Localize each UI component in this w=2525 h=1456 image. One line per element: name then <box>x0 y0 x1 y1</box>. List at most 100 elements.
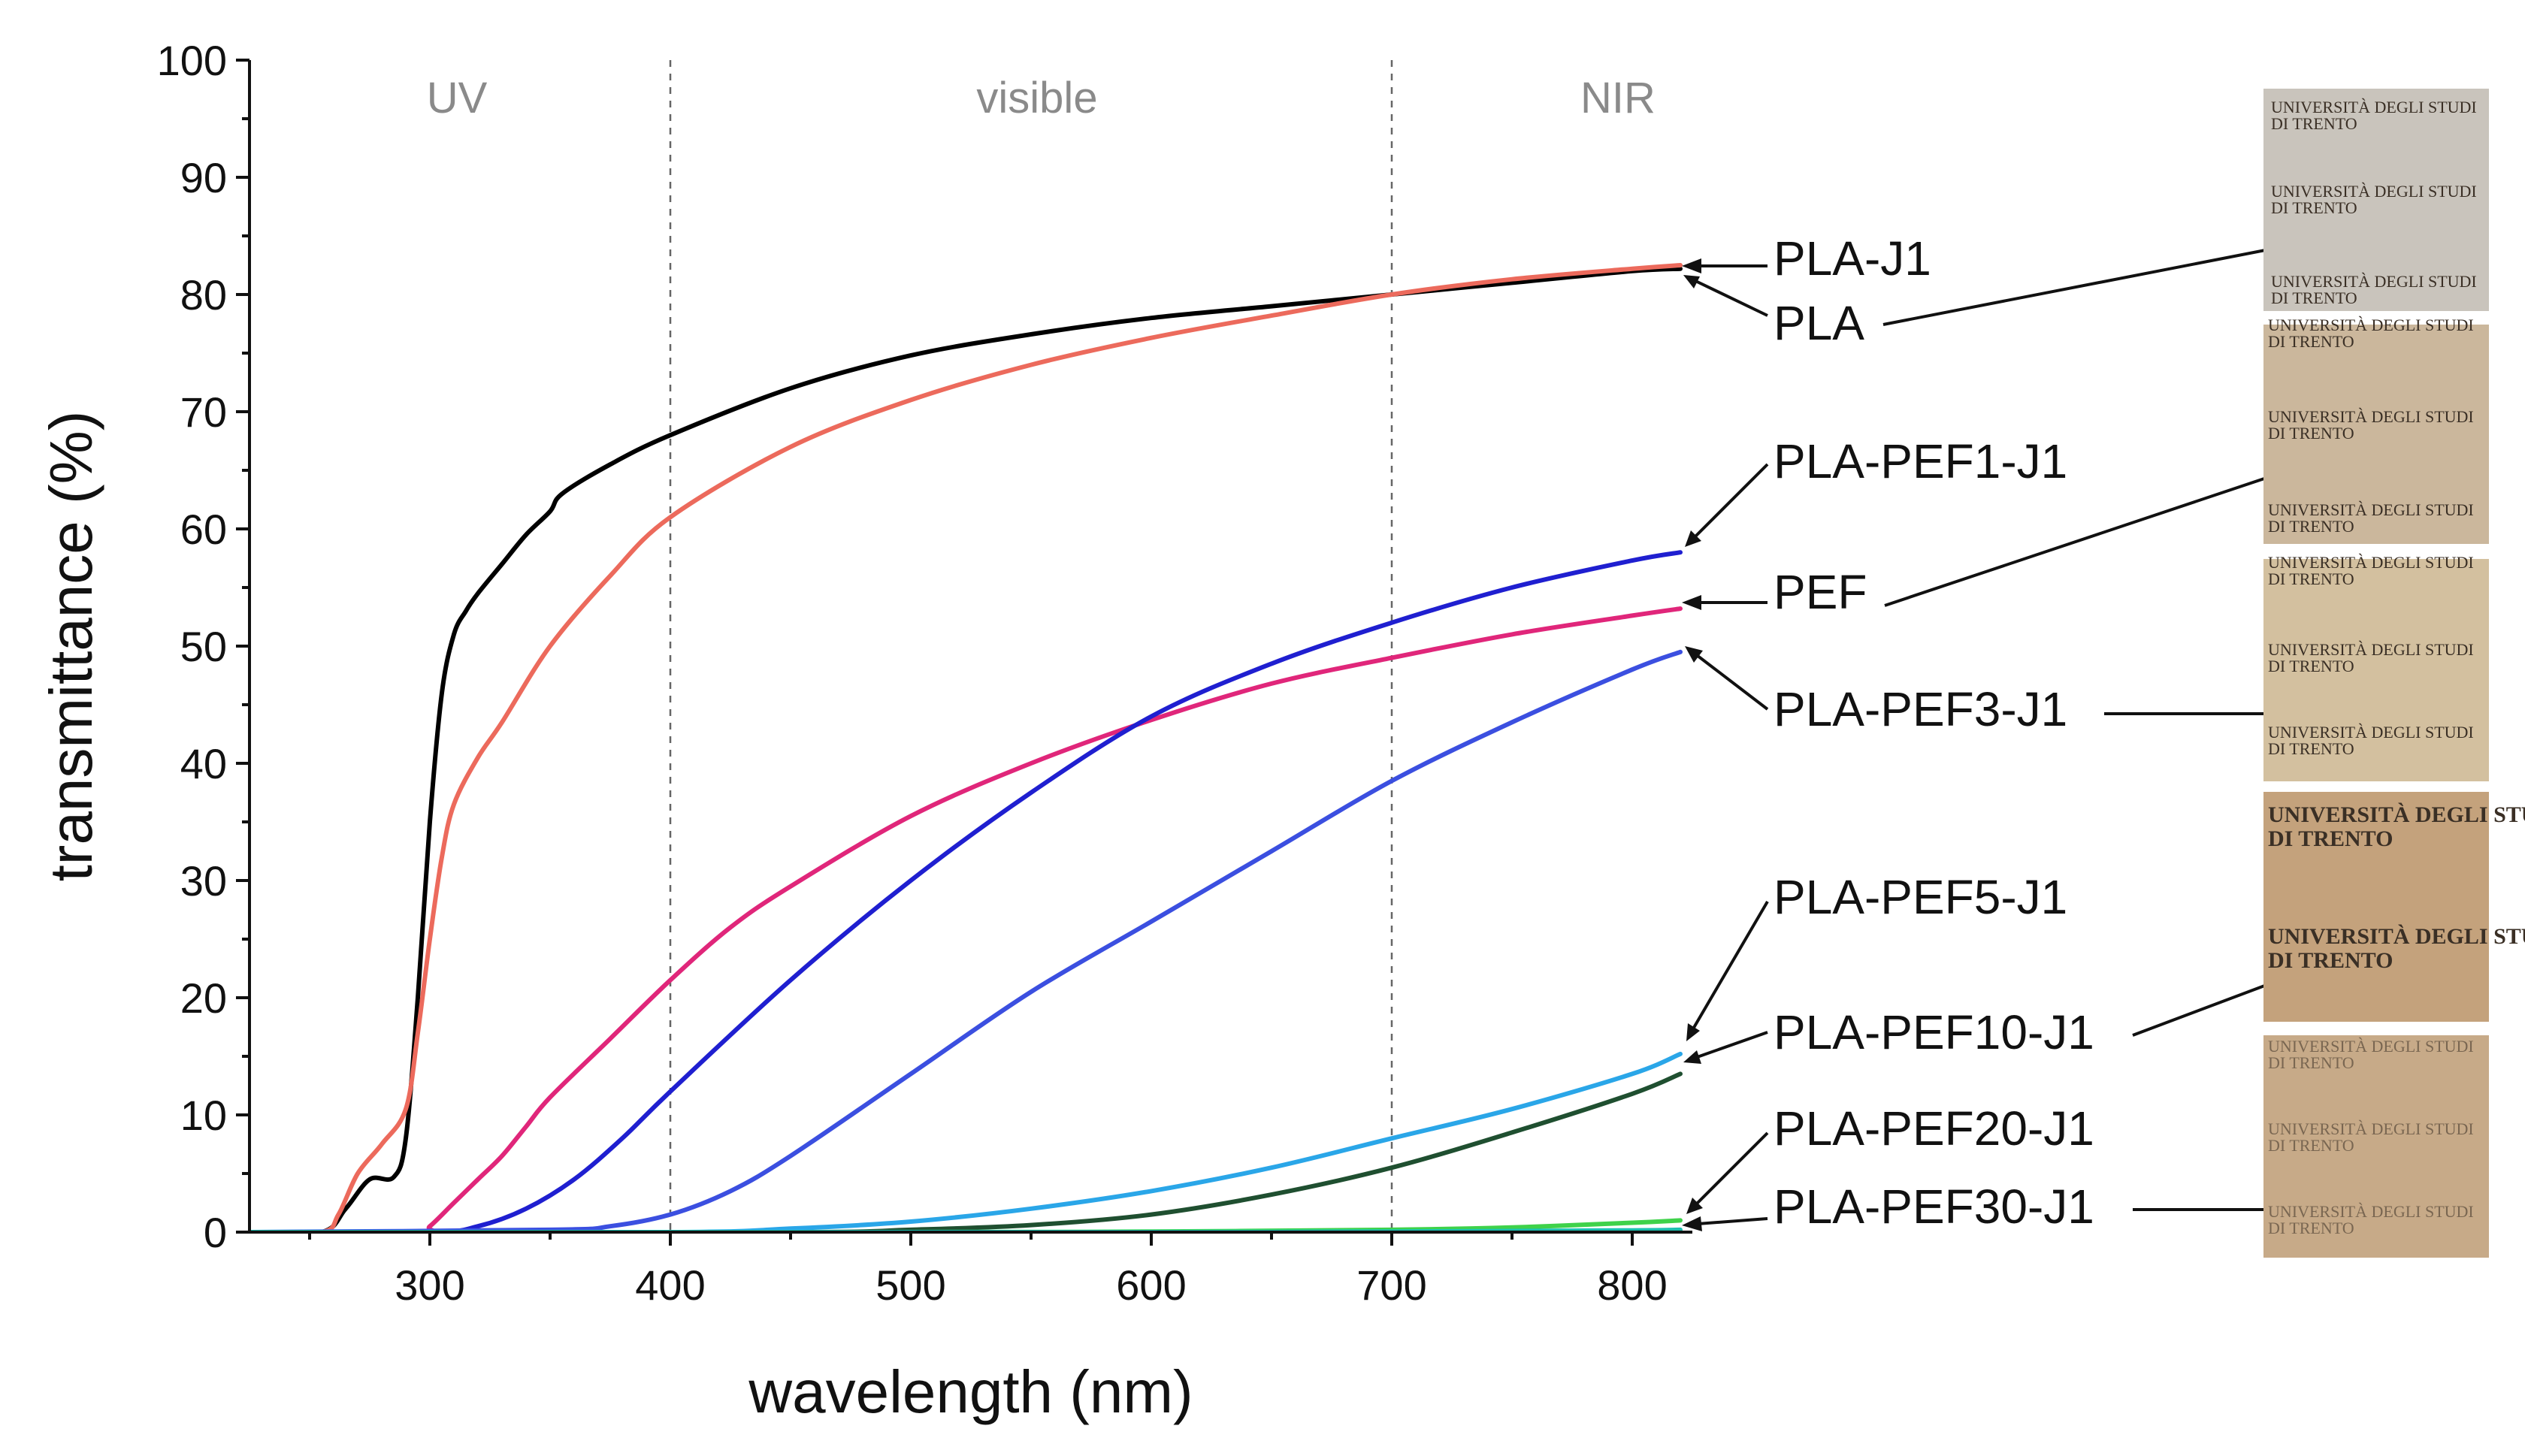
photo-pla-pef10-j1-caption-1b: DI TRENTO <box>2268 826 2393 851</box>
photo-pef-panel <box>2263 325 2489 544</box>
photo-pef-caption-2a: UNIVERSITÀ DEGLI STUDI <box>2268 407 2474 426</box>
photo-pla-pef30-j1-caption-3a: UNIVERSITÀ DEGLI STUDI <box>2268 1202 2474 1221</box>
photo-pla: UNIVERSITÀ DEGLI STUDI DI TRENTO UNIVERS… <box>2263 89 2489 311</box>
photo-pla-pef10-j1: UNIVERSITÀ DEGLI STUDI DI TRENTO UNIVERS… <box>2263 792 2525 1022</box>
label-pla-pef3-j1: PLA-PEF3-J1 <box>1774 682 2067 736</box>
y-axis-title: transmittance (%) <box>38 411 104 882</box>
photo-pla-pef10-j1-caption-2b: DI TRENTO <box>2268 948 2393 973</box>
x-tick-label-500: 500 <box>875 1261 945 1309</box>
label-pla-pef1-j1: PLA-PEF1-J1 <box>1774 434 2067 488</box>
y-axis-ticks: 0 10 20 30 40 50 60 70 80 90 100 <box>157 37 249 1256</box>
photo-pla-pef3-j1: UNIVERSITÀ DEGLI STUDI DI TRENTO UNIVERS… <box>2263 553 2489 781</box>
x-tick-label-700: 700 <box>1356 1261 1426 1309</box>
photo-pla-pef30-j1-caption-1a: UNIVERSITÀ DEGLI STUDI <box>2268 1037 2474 1056</box>
photo-pef-caption-1a: UNIVERSITÀ DEGLI STUDI <box>2268 316 2474 334</box>
series-annotations: PLA-J1 PLA PLA-PEF1-J1 PEF PLA-PEF3-J1 P… <box>1682 231 2301 1234</box>
y-tick-label-60: 60 <box>180 506 227 553</box>
y-tick-label-40: 40 <box>180 740 227 787</box>
photo-pla-pef30-j1-panel <box>2263 1035 2489 1258</box>
arrow-head-pla-pef30-j1 <box>1682 1216 1702 1231</box>
photo-pla-pef30-j1: UNIVERSITÀ DEGLI STUDI DI TRENTO UNIVERS… <box>2263 1035 2489 1258</box>
label-pla-pef5-j1: PLA-PEF5-J1 <box>1774 870 2067 924</box>
arrow-head-pla-pef10-j1 <box>1683 1050 1701 1064</box>
photo-pef-caption-1b: DI TRENTO <box>2268 332 2354 351</box>
photo-pla-caption-2b: DI TRENTO <box>2271 198 2357 217</box>
photo-pla-pef3-j1-caption-1b: DI TRENTO <box>2268 569 2354 588</box>
arrow-pla-pef10-j1-to-photo <box>2132 977 2285 1037</box>
arrow-head-pla-pef1-j1 <box>1685 530 1701 547</box>
label-pla-pef20-j1: PLA-PEF20-J1 <box>1774 1101 2094 1155</box>
arrow-head-pla-pef3-j1 <box>1685 646 1703 663</box>
photo-pla-caption-3b: DI TRENTO <box>2271 288 2357 307</box>
photo-pla-pef3-j1-caption-3a: UNIVERSITÀ DEGLI STUDI <box>2268 723 2474 742</box>
photo-pef-caption-3b: DI TRENTO <box>2268 517 2354 536</box>
x-tick-label-300: 300 <box>395 1261 464 1309</box>
region-label-visible: visible <box>976 74 1097 122</box>
photo-pla-pef3-j1-panel <box>2263 559 2489 781</box>
label-pef: PEF <box>1774 565 1867 619</box>
arrow-pla-pef5-j1 <box>1688 900 1769 1037</box>
photo-pla-pef30-j1-caption-3b: DI TRENTO <box>2268 1219 2354 1237</box>
arrow-pla-pef3-j1 <box>1689 649 1769 711</box>
photo-pla-pef3-j1-caption-2b: DI TRENTO <box>2268 657 2354 675</box>
series-line-pla-j1 <box>249 263 1683 1232</box>
y-tick-label-100: 100 <box>157 37 227 84</box>
x-tick-label-400: 400 <box>635 1261 705 1309</box>
x-axis-ticks: 300 400 500 600 700 800 <box>308 1232 1668 1309</box>
arrow-pla-pef1-j1 <box>1688 463 1769 544</box>
photo-pla-pef3-j1-caption-3b: DI TRENTO <box>2268 739 2354 758</box>
y-tick-label-90: 90 <box>180 154 227 201</box>
x-axis-title: wavelength (nm) <box>748 1358 1193 1425</box>
label-pla: PLA <box>1774 296 1864 350</box>
label-pla-pef10-j1: PLA-PEF10-J1 <box>1774 1005 2094 1059</box>
sample-photos: UNIVERSITÀ DEGLI STUDI DI TRENTO UNIVERS… <box>2263 89 2525 1258</box>
photo-pla-caption-1b: DI TRENTO <box>2271 114 2357 133</box>
photo-pla-caption-2a: UNIVERSITÀ DEGLI STUDI <box>2271 182 2477 201</box>
arrow-head-pla-pef20-j1 <box>1686 1198 1703 1214</box>
arrow-pla-pef10-j1 <box>1690 1031 1768 1061</box>
y-tick-label-70: 70 <box>180 388 227 436</box>
photo-pla-pef10-j1-caption-1a: UNIVERSITÀ DEGLI STUDI <box>2268 802 2525 827</box>
photo-pla-pef30-j1-caption-1b: DI TRENTO <box>2268 1053 2354 1072</box>
photo-pla-caption-1a: UNIVERSITÀ DEGLI STUDI <box>2271 98 2477 116</box>
series-lines <box>249 263 1683 1232</box>
photo-pla-pef30-j1-caption-2b: DI TRENTO <box>2268 1136 2354 1155</box>
series-line-pla <box>249 266 1683 1232</box>
region-label-nir: NIR <box>1580 74 1656 122</box>
arrow-pla <box>1689 276 1768 317</box>
arrow-head-pef <box>1682 595 1701 610</box>
x-tick-label-800: 800 <box>1597 1261 1667 1309</box>
arrow-pla-pef20-j1 <box>1689 1131 1769 1211</box>
label-pla-j1: PLA-J1 <box>1774 231 1931 285</box>
arrow-head-pla <box>1683 275 1700 288</box>
y-tick-label-20: 20 <box>180 974 227 1022</box>
photo-pef: UNIVERSITÀ DEGLI STUDI DI TRENTO UNIVERS… <box>2263 316 2489 544</box>
arrow-pef-to-photo <box>1884 470 2285 607</box>
series-line-pla-pef10-j1 <box>249 1071 1683 1232</box>
series-line-pla-pef5-j1 <box>249 1051 1683 1232</box>
series-line-pef <box>249 606 1683 1232</box>
y-tick-label-10: 10 <box>180 1092 227 1139</box>
label-pla-pef30-j1: PLA-PEF30-J1 <box>1774 1180 2094 1234</box>
photo-pla-pef3-j1-caption-1a: UNIVERSITÀ DEGLI STUDI <box>2268 553 2474 572</box>
photo-pla-caption-3a: UNIVERSITÀ DEGLI STUDI <box>2271 272 2477 291</box>
arrow-head-pla-pef5-j1 <box>1686 1023 1700 1041</box>
photo-pef-caption-3a: UNIVERSITÀ DEGLI STUDI <box>2268 500 2474 519</box>
photo-pla-pef10-j1-panel <box>2263 792 2489 1022</box>
x-tick-label-600: 600 <box>1116 1261 1186 1309</box>
arrow-pla-to-photo <box>1882 245 2285 326</box>
photo-pla-pef10-j1-caption-2a: UNIVERSITÀ DEGLI STUDI <box>2268 924 2525 949</box>
photo-pef-caption-2b: DI TRENTO <box>2268 424 2354 443</box>
series-line-pla-pef3-j1 <box>249 649 1683 1232</box>
arrow-head-pla-j1 <box>1682 258 1701 273</box>
y-tick-label-30: 30 <box>180 857 227 905</box>
region-labels: UV visible NIR <box>427 74 1656 122</box>
y-tick-label-80: 80 <box>180 271 227 319</box>
y-tick-label-0: 0 <box>204 1209 227 1256</box>
region-dividers <box>669 60 1393 1232</box>
y-tick-label-50: 50 <box>180 623 227 670</box>
region-label-uv: UV <box>427 74 488 122</box>
series-line-pla-pef1-j1 <box>249 550 1683 1232</box>
photo-pla-panel <box>2263 89 2489 311</box>
